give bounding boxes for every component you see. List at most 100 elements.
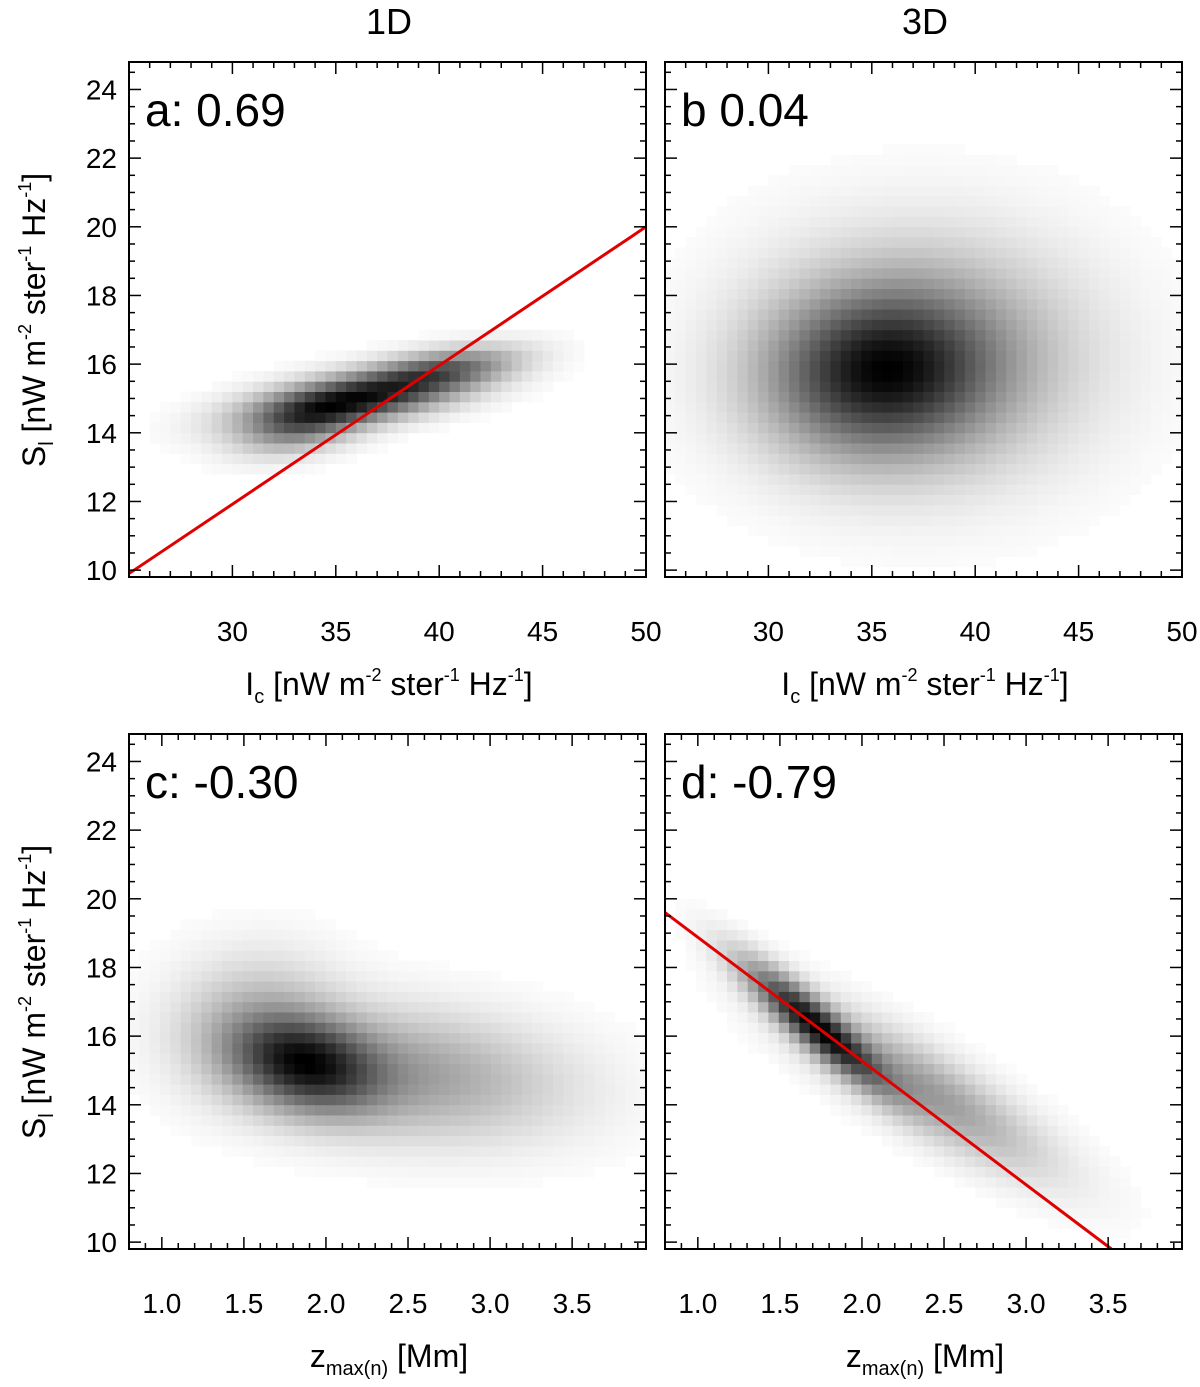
density-cell: [913, 1104, 924, 1116]
density-cell: [170, 432, 182, 444]
density-cell: [180, 1094, 192, 1106]
density-cell: [1026, 381, 1038, 392]
density-cell: [490, 1073, 502, 1085]
density-cell: [696, 226, 707, 238]
density-cell: [892, 1146, 904, 1157]
density-cell: [1016, 535, 1028, 547]
density-cell: [758, 340, 769, 351]
density-cell: [789, 1063, 800, 1075]
density-cell: [211, 1094, 223, 1106]
density-cell: [1026, 1156, 1038, 1167]
density-cell: [954, 1166, 966, 1178]
density-cell: [809, 195, 821, 207]
density-cell: [594, 1125, 606, 1137]
density-cell: [1026, 298, 1038, 310]
density-cell: [397, 1156, 409, 1167]
density-cell: [975, 1187, 986, 1198]
density-cell: [871, 1063, 883, 1075]
density-cell: [964, 1104, 976, 1116]
density-cell: [191, 929, 202, 941]
density-cell: [799, 515, 811, 526]
density-cell: [851, 329, 862, 341]
density-cell: [685, 278, 697, 289]
density-cell: [511, 991, 523, 1003]
density-cell: [387, 412, 399, 423]
density-cell: [1057, 412, 1069, 423]
density-cell: [583, 1043, 595, 1054]
density-cell: [242, 950, 254, 961]
density-cell: [470, 340, 481, 351]
density-cell: [635, 1073, 647, 1085]
density-cell: [737, 504, 749, 516]
density-cell: [294, 1156, 306, 1167]
density-cell: [335, 422, 347, 434]
density-cell: [511, 1135, 523, 1147]
density-cell: [696, 412, 707, 423]
density-cell: [933, 535, 945, 547]
density-cell: [820, 401, 831, 413]
density-cell: [861, 175, 873, 186]
density-cell: [346, 1012, 357, 1023]
density-cell: [1109, 1156, 1121, 1167]
density-cell: [840, 381, 852, 392]
density-cell: [1068, 350, 1079, 362]
density-cell: [737, 391, 749, 403]
density-cell: [716, 309, 728, 320]
density-cell: [747, 257, 759, 269]
density-cell: [995, 484, 1007, 495]
density-cell: [222, 1022, 233, 1034]
density-cell: [964, 360, 976, 372]
density-cell: [747, 350, 759, 362]
density-cell: [851, 546, 862, 557]
density-cell: [1068, 309, 1079, 320]
density-cell: [439, 329, 450, 341]
density-cell: [1150, 278, 1162, 289]
density-cell: [232, 940, 244, 951]
density-cell: [861, 422, 873, 434]
density-cell: [1109, 247, 1121, 259]
density-cell: [995, 412, 1007, 423]
density-cell: [428, 1104, 440, 1116]
density-cell: [789, 504, 800, 516]
density-cell: [830, 1104, 842, 1116]
density-cell: [861, 474, 873, 485]
density-cell: [366, 443, 378, 454]
density-cell: [747, 412, 759, 423]
density-cell: [830, 525, 842, 537]
density-cell: [871, 247, 883, 259]
density-cell: [1109, 494, 1121, 506]
density-cell: [1078, 1197, 1090, 1209]
density-cell: [985, 278, 997, 289]
density-cell: [1099, 371, 1111, 382]
density-cell: [1078, 381, 1090, 392]
density-cell: [778, 226, 790, 238]
density-cell: [985, 185, 997, 197]
density-cell: [583, 1063, 595, 1075]
density-cell: [583, 1104, 595, 1116]
density-cell: [923, 247, 935, 259]
density-cell: [490, 1001, 502, 1013]
density-cell: [727, 237, 738, 248]
density-cell: [1047, 247, 1059, 259]
density-cell: [685, 453, 697, 465]
density-cell: [304, 1084, 316, 1095]
density-cell: [882, 443, 893, 454]
density-cell: [1171, 391, 1183, 403]
density-cell: [768, 195, 780, 207]
density-cell: [129, 991, 140, 1003]
density-cell: [789, 206, 800, 217]
density-cell: [882, 504, 893, 516]
density-cell: [913, 257, 924, 269]
density-cell: [1037, 1166, 1048, 1178]
density-cell: [490, 1156, 502, 1167]
density-cell: [747, 247, 759, 259]
density-cell: [263, 960, 275, 972]
density-cell: [1088, 226, 1100, 238]
density-cell: [211, 1032, 223, 1044]
density-cell: [263, 909, 275, 920]
density-cell: [851, 206, 862, 217]
density-cell: [1088, 381, 1100, 392]
density-cell: [284, 1032, 295, 1044]
density-cell: [933, 360, 945, 372]
density-cell: [747, 981, 759, 992]
